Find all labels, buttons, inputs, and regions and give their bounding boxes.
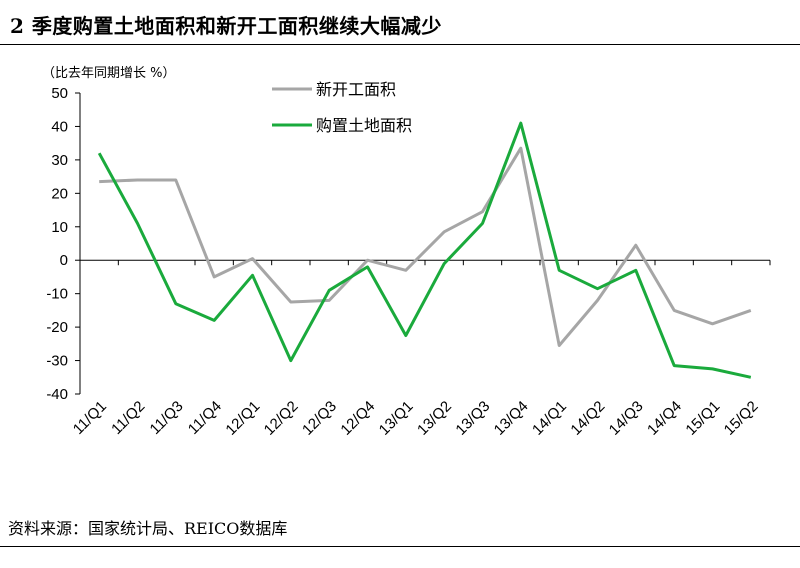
x-category-label: 14/Q3 xyxy=(606,398,647,439)
y-tick-label: -30 xyxy=(46,353,68,370)
y-tick-label: -20 xyxy=(46,319,68,336)
y-tick-label: 40 xyxy=(51,118,68,135)
data-source-note: 资料来源：国家统计局、REICO数据库 xyxy=(8,519,288,538)
x-category-label: 15/Q2 xyxy=(721,398,762,439)
x-category-label: 11/Q3 xyxy=(147,398,187,438)
x-category-label: 12/Q3 xyxy=(299,398,340,439)
y-tick-label: 20 xyxy=(51,185,68,202)
x-category-label: 13/Q1 xyxy=(376,398,417,439)
x-category-label: 13/Q2 xyxy=(414,398,455,439)
series-line-land-purchase xyxy=(97,121,752,379)
y-tick-label: 10 xyxy=(51,219,68,236)
series-lines xyxy=(97,121,752,379)
y-tick-label: 50 xyxy=(51,85,68,102)
x-category-label: 12/Q1 xyxy=(222,398,263,439)
top-rule xyxy=(0,44,800,45)
x-category-label: 12/Q4 xyxy=(337,398,378,439)
line-chart: （比去年同期增长 %）50403020100-10-20-30-4011/Q11… xyxy=(42,66,771,439)
legend-label: 新开工面积 xyxy=(316,80,396,99)
x-category-label: 14/Q1 xyxy=(529,398,570,439)
x-category-label: 13/Q3 xyxy=(452,398,493,439)
y-axis-unit-label: （比去年同期增长 %） xyxy=(42,66,176,81)
chart-title: 2 季度购置土地面积和新开工面积继续大幅减少 xyxy=(10,14,442,38)
x-category-label: 12/Q2 xyxy=(261,398,302,439)
legend-label: 购置土地面积 xyxy=(316,116,412,135)
x-category-label: 14/Q2 xyxy=(567,398,608,439)
x-category-label: 15/Q1 xyxy=(682,398,723,439)
y-tick-label: -10 xyxy=(46,286,68,303)
y-tick-label: 30 xyxy=(51,152,68,169)
x-category-label: 14/Q4 xyxy=(644,398,685,439)
x-category-label: 13/Q4 xyxy=(491,398,532,439)
x-category-label: 11/Q4 xyxy=(185,398,225,438)
bottom-rule xyxy=(0,546,800,547)
series-line-new-construction xyxy=(99,146,752,347)
y-tick-label: -40 xyxy=(46,386,68,403)
y-tick-label: 0 xyxy=(60,252,68,269)
x-category-label: 11/Q1 xyxy=(70,398,110,438)
x-category-label: 11/Q2 xyxy=(108,398,148,438)
